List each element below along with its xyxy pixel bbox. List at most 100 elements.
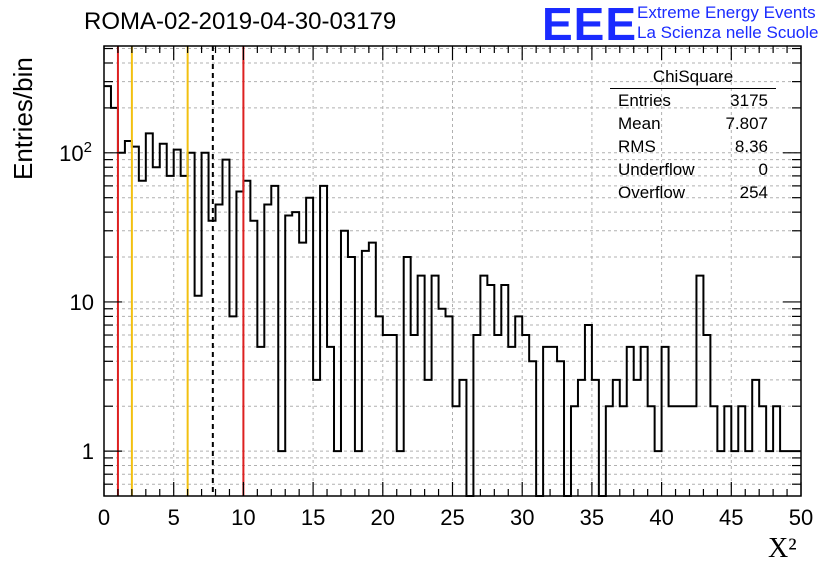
x-tick-label: 45	[719, 505, 743, 530]
histogram-outline	[104, 85, 801, 497]
histogram-bin	[655, 451, 662, 496]
histogram-bin	[202, 153, 209, 496]
stats-title: ChiSquare	[610, 67, 776, 89]
stats-row-overflow: Overflow 254	[610, 181, 776, 204]
histogram-bin	[397, 451, 404, 496]
x-tick-label: 10	[231, 505, 255, 530]
histogram-bin	[369, 243, 376, 496]
histogram-bin	[222, 160, 229, 496]
stats-row-mean: Mean 7.807	[610, 112, 776, 135]
histogram-bin	[780, 451, 787, 496]
histogram-bin	[585, 325, 592, 496]
histogram-bin	[473, 335, 480, 496]
x-tick-label: 0	[98, 505, 110, 530]
histogram-bin	[696, 276, 703, 496]
stats-row-underflow: Underflow 0	[610, 158, 776, 181]
stats-value: 8.36	[734, 137, 768, 156]
histogram-bin	[139, 181, 146, 496]
histogram-bin	[250, 221, 257, 496]
histogram-bin	[320, 186, 327, 496]
histogram-bin	[153, 167, 160, 496]
x-tick-label: 25	[440, 505, 464, 530]
histogram-bin	[404, 257, 411, 496]
stats-value: 254	[739, 183, 768, 202]
histogram-bin	[236, 192, 243, 496]
histogram-bin	[132, 147, 139, 496]
histogram-bin	[390, 335, 397, 496]
x-tick-label: 15	[301, 505, 325, 530]
histogram-bin	[703, 335, 710, 496]
stats-box: ChiSquare Entries 3175 Mean 7.807 RMS 8.36 …	[610, 67, 776, 204]
histogram-bin	[683, 406, 690, 496]
histogram-bin	[710, 406, 717, 496]
stats-value: 0	[758, 160, 768, 179]
histogram-bin	[264, 205, 271, 496]
stats-value: 7.807	[725, 114, 768, 133]
histogram-bin	[229, 316, 236, 496]
histogram-bin	[292, 212, 299, 496]
histogram-bin	[480, 276, 487, 496]
histogram-bin	[376, 316, 383, 496]
stats-row-rms: RMS 8.36	[610, 135, 776, 158]
histogram-bin	[459, 380, 466, 496]
histogram-bin	[383, 335, 390, 496]
histogram-bin	[125, 141, 132, 496]
histogram-bin	[606, 406, 613, 496]
histogram-bin	[752, 380, 759, 496]
histogram-bin	[278, 451, 285, 496]
histogram-bin	[662, 347, 669, 496]
histogram-bin	[299, 243, 306, 496]
histogram-bin	[571, 406, 578, 496]
histogram-bin	[634, 380, 641, 496]
stats-label: RMS	[618, 137, 656, 156]
histogram-bin	[724, 406, 731, 496]
histogram-bin	[592, 380, 599, 496]
histogram-bin	[341, 231, 348, 496]
histogram-bin	[306, 198, 313, 496]
y-tick-label: 10	[70, 290, 94, 315]
histogram-bin	[146, 133, 153, 496]
histogram-bin	[327, 347, 334, 496]
histogram-bin	[766, 451, 773, 496]
x-tick-label: 20	[371, 505, 395, 530]
histogram-bin	[160, 144, 167, 496]
stats-value: 3175	[730, 91, 768, 110]
histogram-bin	[501, 285, 508, 496]
x-tick-label: 30	[510, 505, 534, 530]
histogram-bin	[773, 406, 780, 496]
histogram-bin	[487, 285, 494, 496]
stats-label: Underflow	[618, 160, 695, 179]
histogram-bin	[243, 181, 250, 496]
histogram-bin	[362, 251, 369, 496]
histogram-bin	[508, 347, 515, 496]
histogram-bin	[717, 451, 724, 496]
histogram-bin	[411, 335, 418, 496]
histogram-bin	[181, 176, 188, 496]
histogram-bin	[669, 406, 676, 496]
histogram-bin	[557, 361, 564, 496]
histogram-bin	[313, 380, 320, 496]
histogram-bin	[731, 451, 738, 496]
stats-label: Mean	[618, 114, 661, 133]
histogram-bin	[439, 309, 446, 496]
histogram-bin	[432, 276, 439, 496]
y-axis-label: Entries/bin	[8, 57, 38, 180]
histogram-bin	[188, 153, 195, 496]
histogram-bin	[355, 451, 362, 496]
histogram-bin	[216, 205, 223, 496]
histogram-bin	[334, 451, 341, 496]
histogram-bin	[627, 347, 634, 496]
histogram-bin	[745, 451, 752, 496]
histogram-bin	[522, 335, 529, 496]
histogram-bin	[446, 316, 453, 496]
histogram-bin	[174, 150, 181, 496]
histogram-bin	[613, 380, 620, 496]
histogram-bin	[529, 361, 536, 496]
histogram-bin	[648, 406, 655, 496]
histogram-bin	[515, 316, 522, 496]
histogram-bin	[118, 153, 125, 496]
x-tick-label: 50	[789, 505, 813, 530]
histogram-bin	[285, 215, 292, 496]
histogram-bin	[104, 86, 111, 496]
